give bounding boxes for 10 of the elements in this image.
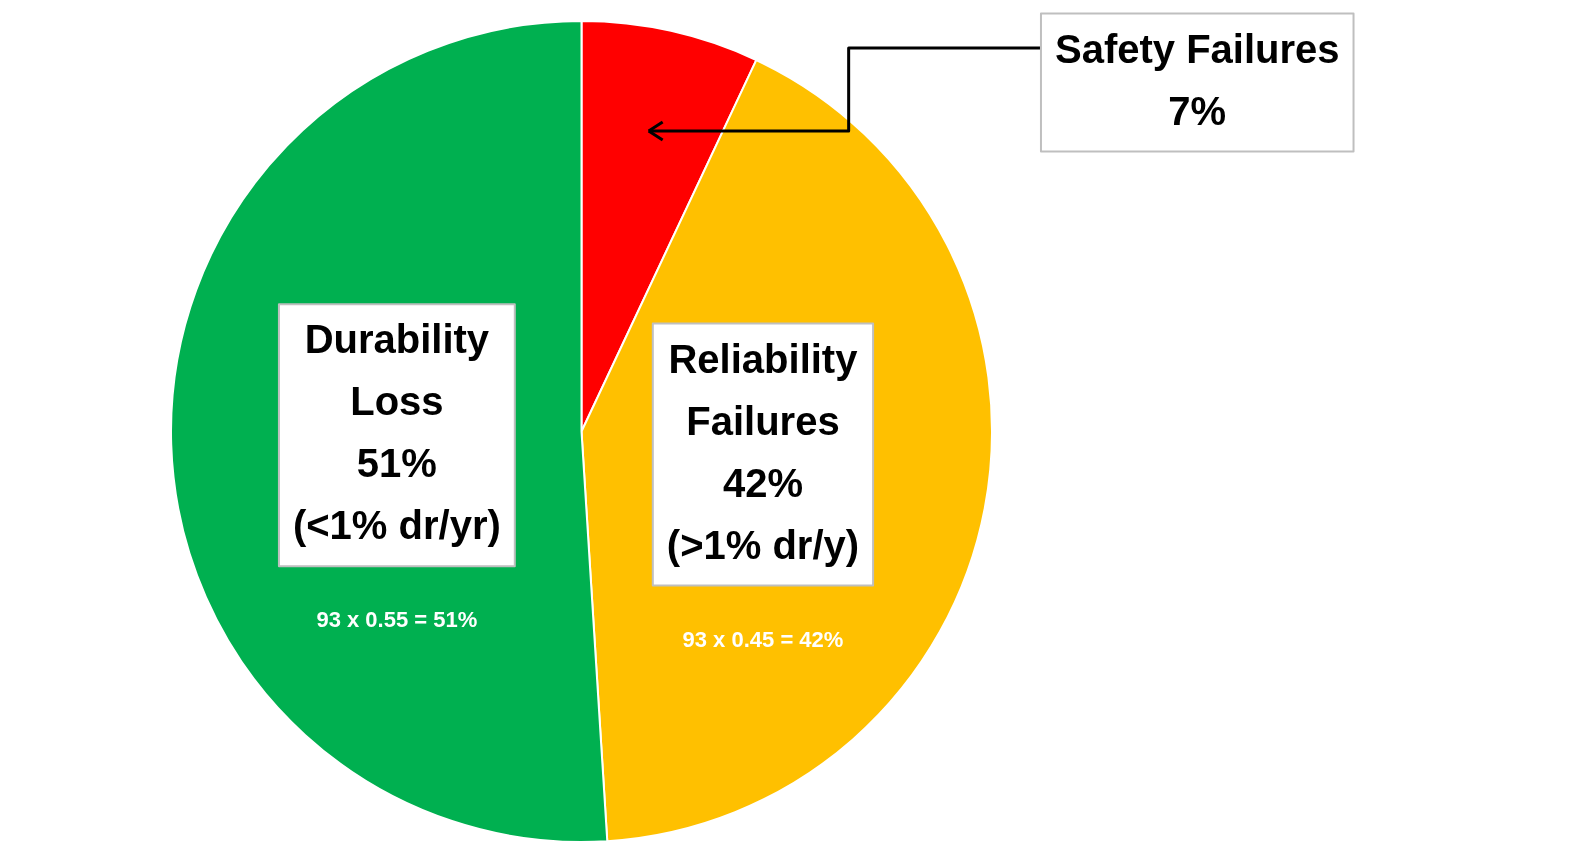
- data-label: 42%: [722, 460, 803, 505]
- slice-label: Durability Loss: [304, 317, 490, 424]
- text: 93 x 0.55 = 51%: [316, 607, 478, 633]
- text: 93 x 0.45 = 42%: [682, 626, 844, 652]
- data-label: 51%: [356, 441, 437, 486]
- text: (>1% dr/y): [666, 522, 860, 567]
- text: (<1% dr/yr): [292, 503, 501, 548]
- slice-label: Safety Failures: [1054, 26, 1340, 71]
- data-label: 7%: [1168, 88, 1227, 133]
- slice-label: Reliability Failures: [668, 336, 859, 443]
